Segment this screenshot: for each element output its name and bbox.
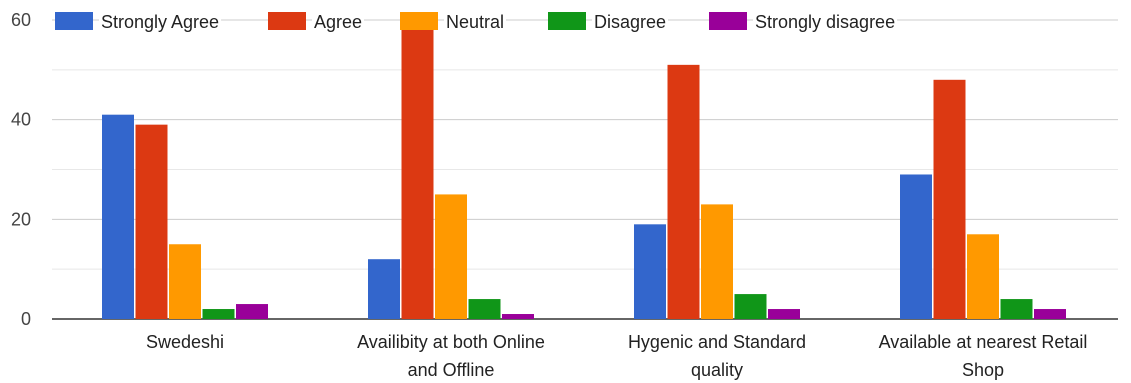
x-category-label: quality [691,360,743,380]
x-category-label: and Offline [408,360,495,380]
legend-swatch [400,12,438,30]
legend-item-strongly-disagree[interactable]: Strongly disagree [709,12,898,32]
legend-label: Agree [314,12,362,32]
bar-agree-1[interactable] [401,29,434,319]
x-category-label: Available at nearest Retail [879,332,1088,352]
legend-label-backing [444,12,507,32]
y-axis-ticks: 0 20 40 60 [11,10,31,329]
legend-label-backing [753,12,898,32]
bar-disagree-0[interactable] [202,309,235,319]
legend-label: Neutral [446,12,504,32]
bar-strongly-agree-3[interactable] [900,174,932,319]
x-category-label: Availibity at both Online [357,332,545,352]
y-tick-label: 60 [11,10,31,30]
legend-swatch [268,12,306,30]
y-tick-label: 20 [11,209,31,229]
bar-strongly-agree-2[interactable] [634,224,666,319]
bar-strongly-agree-1[interactable] [368,259,400,319]
bar-disagree-1[interactable] [468,299,501,319]
bar-strongly-disagree-3[interactable] [1034,309,1066,319]
legend-label: Strongly Agree [101,12,219,32]
legend-item-neutral[interactable]: Neutral [400,12,507,32]
legend-swatch [55,12,93,30]
bar-neutral-0[interactable] [169,244,201,319]
x-category-label: Shop [962,360,1004,380]
x-category-label: Hygenic and Standard [628,332,806,352]
legend-swatch [709,12,747,30]
legend: Strongly Agree Agree Neutral Disagree Strong… [55,12,898,32]
bar-neutral-1[interactable] [435,194,467,319]
legend-item-strongly-agree[interactable]: Strongly Agree [55,12,222,32]
legend-label-backing [99,12,222,32]
bar-agree-0[interactable] [135,124,168,320]
bar-strongly-disagree-1[interactable] [502,314,534,319]
legend-swatch [548,12,586,30]
x-axis-labels: Swedeshi Availibity at both Online and Off… [146,332,1087,380]
bar-disagree-3[interactable] [1000,299,1033,319]
y-tick-label: 0 [21,309,31,329]
bar-agree-2[interactable] [667,64,700,319]
legend-label: Disagree [594,12,666,32]
bar-agree-3[interactable] [933,79,966,319]
legend-item-agree[interactable]: Agree [268,12,365,32]
bar-strongly-disagree-0[interactable] [236,304,268,319]
legend-label: Strongly disagree [755,12,895,32]
legend-label-backing [312,12,365,32]
bars [102,29,1066,320]
bar-disagree-2[interactable] [734,294,767,319]
y-tick-label: 40 [11,110,31,130]
bar-strongly-agree-0[interactable] [102,114,134,319]
bar-strongly-disagree-2[interactable] [768,309,800,319]
bar-neutral-3[interactable] [967,234,999,319]
x-category-label: Swedeshi [146,332,224,352]
bar-neutral-2[interactable] [701,204,733,319]
legend-label-backing [592,12,669,32]
legend-item-disagree[interactable]: Disagree [548,12,669,32]
